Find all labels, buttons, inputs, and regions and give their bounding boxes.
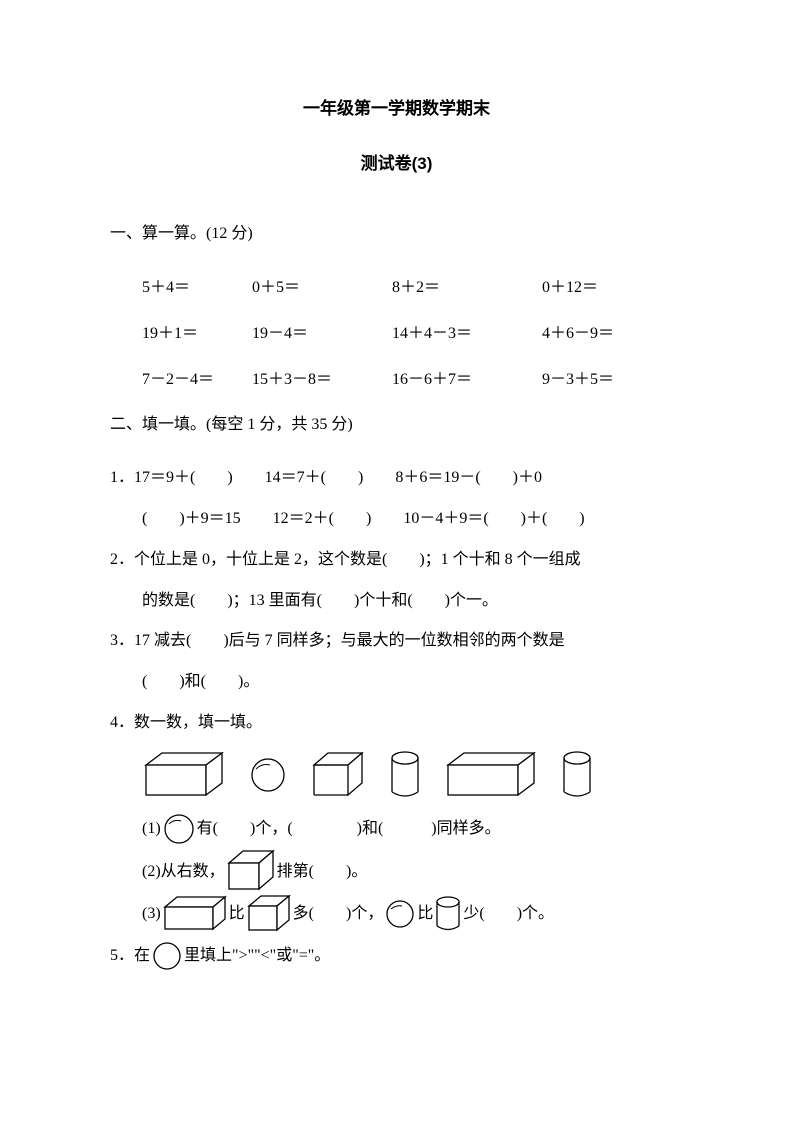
sphere-icon bbox=[250, 757, 286, 793]
eq-row-3: 7－2－4＝ 15＋3－8＝ 16－6＋7＝ 9－3＋5＝ bbox=[110, 360, 683, 400]
q4-2-prefix: (2)从右数， bbox=[142, 851, 225, 893]
q1-line-a: 1．17＝9＋( ) 14＝7＋( ) 8＋6＝19－( )＋0 bbox=[110, 458, 683, 499]
eq-cell: 15＋3－8＝ bbox=[252, 360, 392, 400]
cylinder-icon bbox=[435, 895, 461, 933]
title-line-2: 测试卷(3) bbox=[110, 150, 683, 177]
eq-cell: 16－6＋7＝ bbox=[392, 360, 542, 400]
q5-text: 里填上">""<"或"="。 bbox=[184, 935, 330, 977]
q4-3-bi1: 比 bbox=[229, 893, 245, 935]
section-1-head: 一、算一算。(12 分) bbox=[110, 215, 683, 253]
q2-line-b: 的数是( )；13 里面有( )个十和( )个一。 bbox=[110, 581, 683, 622]
q1-line-b: ( )＋9＝15 12＝2＋( ) 10－4＋9＝( )＋( ) bbox=[110, 499, 683, 540]
eq-cell: 0＋12＝ bbox=[542, 268, 683, 308]
q3-line-a: 3．17 减去( )后与 7 同样多；与最大的一位数相邻的两个数是 bbox=[110, 621, 683, 662]
cube-open-icon bbox=[312, 751, 364, 799]
eq-cell: 9－3＋5＝ bbox=[542, 360, 683, 400]
eq-cell: 8＋2＝ bbox=[392, 268, 542, 308]
eq-cell: 19＋1＝ bbox=[142, 314, 252, 354]
title-line-1: 一年级第一学期数学期末 bbox=[110, 95, 683, 122]
q2-line-a: 2．个位上是 0，十位上是 2，这个数是( )；1 个十和 8 个一组成 bbox=[110, 540, 683, 581]
q5: 5．在 里填上">""<"或"="。 bbox=[110, 935, 683, 977]
eq-cell: 4＋6－9＝ bbox=[542, 314, 683, 354]
q4-1-prefix: (1) bbox=[142, 808, 161, 850]
cylinder-icon bbox=[390, 750, 420, 800]
shapes-row bbox=[110, 750, 683, 800]
q4-3: (3) 比 多( )个， 比 少( )个。 bbox=[110, 893, 683, 935]
q4-3-prefix: (3) bbox=[142, 893, 161, 935]
cube-icon bbox=[227, 849, 275, 893]
cylinder-icon bbox=[562, 750, 592, 800]
cube-icon bbox=[247, 894, 291, 934]
q4-1-text: 有( )个，( )和( )同样多。 bbox=[197, 808, 501, 850]
cuboid-icon bbox=[144, 751, 224, 799]
eq-cell: 7－2－4＝ bbox=[142, 360, 252, 400]
section-2-head: 二、填一填。(每空 1 分，共 35 分) bbox=[110, 406, 683, 444]
q4-1: (1) 有( )个，( )和( )同样多。 bbox=[110, 808, 683, 850]
eq-cell: 19－4＝ bbox=[252, 314, 392, 354]
eq-row-1: 5＋4＝ 0＋5＝ 8＋2＝ 0＋12＝ bbox=[110, 268, 683, 308]
q4-2: (2)从右数， 排第( )。 bbox=[110, 849, 683, 893]
eq-cell: 14＋4－3＝ bbox=[392, 314, 542, 354]
sphere-icon bbox=[385, 899, 415, 929]
q4-head: 4．数一数，填一填。 bbox=[110, 703, 683, 744]
circle-blank-icon bbox=[152, 941, 182, 971]
q4-3-text2: 少( )个。 bbox=[463, 893, 554, 935]
eq-cell: 5＋4＝ bbox=[142, 268, 252, 308]
cuboid-icon bbox=[163, 895, 227, 933]
q4-3-text1: 多( )个， bbox=[293, 893, 384, 935]
sphere-icon bbox=[163, 813, 195, 845]
q4-2-text: 排第( )。 bbox=[277, 851, 368, 893]
q5-prefix: 5．在 bbox=[110, 935, 150, 977]
eq-row-2: 19＋1＝ 19－4＝ 14＋4－3＝ 4＋6－9＝ bbox=[110, 314, 683, 354]
q3-line-b: ( )和( )。 bbox=[110, 662, 683, 703]
cuboid-icon bbox=[446, 751, 536, 799]
q4-3-bi2: 比 bbox=[417, 893, 433, 935]
eq-cell: 0＋5＝ bbox=[252, 268, 392, 308]
